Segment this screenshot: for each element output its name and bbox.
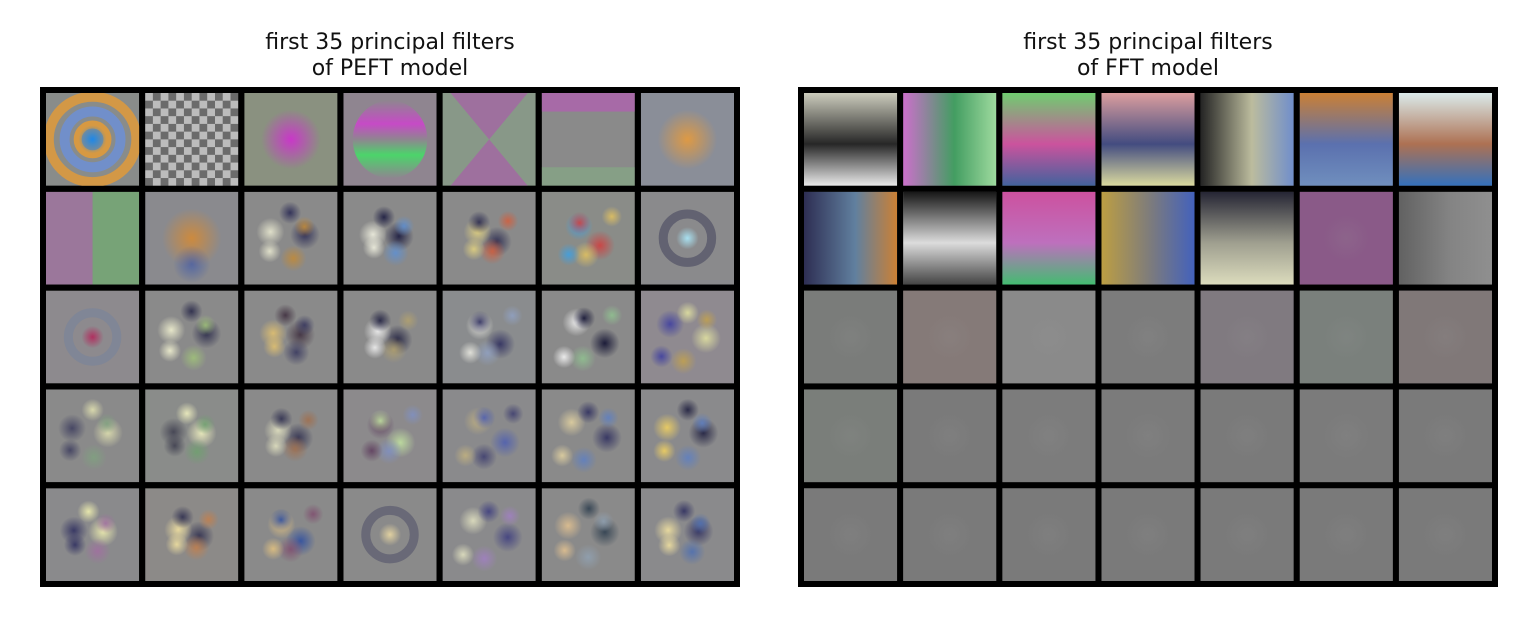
fft-filter-canvas xyxy=(798,87,1498,587)
filter-tile xyxy=(541,191,635,285)
filter-tile xyxy=(244,488,338,581)
filter-tile xyxy=(1002,191,1096,285)
filter-tile xyxy=(1398,290,1492,384)
filter-tile xyxy=(541,93,635,186)
filter-tile xyxy=(1299,488,1393,581)
filter-tile xyxy=(640,389,734,483)
filter-tile xyxy=(541,290,635,384)
filter-tile xyxy=(1398,93,1492,186)
filter-tile xyxy=(244,191,338,285)
filter-tile xyxy=(903,389,997,483)
filter-tile xyxy=(804,290,898,384)
filter-tile xyxy=(541,488,635,581)
filter-tile xyxy=(1299,389,1393,483)
filter-tile xyxy=(1002,290,1096,384)
filter-tile xyxy=(442,290,536,384)
filter-tile xyxy=(1299,93,1393,186)
peft-filter-canvas xyxy=(40,87,740,587)
filter-tile xyxy=(46,93,140,186)
filter-tile xyxy=(442,93,536,186)
filter-tile xyxy=(343,389,437,483)
peft-panel-title: first 35 principal filters of PEFT model xyxy=(40,30,740,82)
filter-tile xyxy=(1002,93,1096,186)
filter-tile xyxy=(1398,488,1492,581)
peft-title-line1: first 35 principal filters xyxy=(265,30,515,55)
filter-tile xyxy=(145,389,239,483)
filter-tile xyxy=(145,191,239,285)
filter-tile xyxy=(1299,290,1393,384)
filter-tile xyxy=(1101,191,1195,285)
filter-tile xyxy=(903,488,997,581)
filter-tile xyxy=(903,191,997,285)
filter-tile xyxy=(442,191,536,285)
filter-tile xyxy=(145,290,239,384)
filter-tile xyxy=(46,488,140,581)
fft-panel-title: first 35 principal filters of FFT model xyxy=(798,30,1498,82)
filter-tile xyxy=(1002,389,1096,483)
filter-tile xyxy=(640,191,734,285)
filter-tile xyxy=(903,290,997,384)
filter-tile xyxy=(442,488,536,581)
filter-tile xyxy=(1200,191,1294,285)
peft-title-line2: of PEFT model xyxy=(311,56,469,81)
filter-tile xyxy=(640,93,734,186)
filter-tile xyxy=(1200,389,1294,483)
filter-tile xyxy=(343,290,437,384)
fft-title-line2: of FFT model xyxy=(1076,56,1220,81)
filter-tile xyxy=(1398,191,1492,285)
filter-tile xyxy=(541,389,635,483)
filter-tile xyxy=(1299,191,1393,285)
filter-tile xyxy=(1101,93,1195,186)
filter-tile xyxy=(244,93,338,186)
filter-tile xyxy=(343,93,437,186)
filter-tile xyxy=(640,290,734,384)
filter-tile xyxy=(1101,389,1195,483)
filter-tile xyxy=(903,93,997,186)
filter-tile xyxy=(46,389,140,483)
filter-tile xyxy=(46,191,140,285)
fft-title-line1: first 35 principal filters xyxy=(1023,30,1273,55)
filter-tile xyxy=(244,389,338,483)
filter-tile xyxy=(804,93,898,186)
filter-tile xyxy=(804,389,898,483)
filter-tile xyxy=(1101,290,1195,384)
filter-tile xyxy=(46,290,140,384)
filter-tile xyxy=(343,488,437,581)
filter-tile xyxy=(804,191,898,285)
filter-tile xyxy=(343,191,437,285)
peft-filter-grid xyxy=(40,87,740,587)
filter-tile xyxy=(1200,93,1294,186)
filter-tile xyxy=(804,488,898,581)
filter-tile xyxy=(244,290,338,384)
filter-tile xyxy=(1200,290,1294,384)
filter-tile xyxy=(442,389,536,483)
filter-tile xyxy=(1002,488,1096,581)
fft-filter-grid xyxy=(798,87,1498,587)
filter-tile xyxy=(145,488,239,581)
filter-tile xyxy=(145,93,239,186)
filter-tile xyxy=(1101,488,1195,581)
filter-tile xyxy=(640,488,734,581)
filter-tile xyxy=(1398,389,1492,483)
filter-tile xyxy=(1200,488,1294,581)
